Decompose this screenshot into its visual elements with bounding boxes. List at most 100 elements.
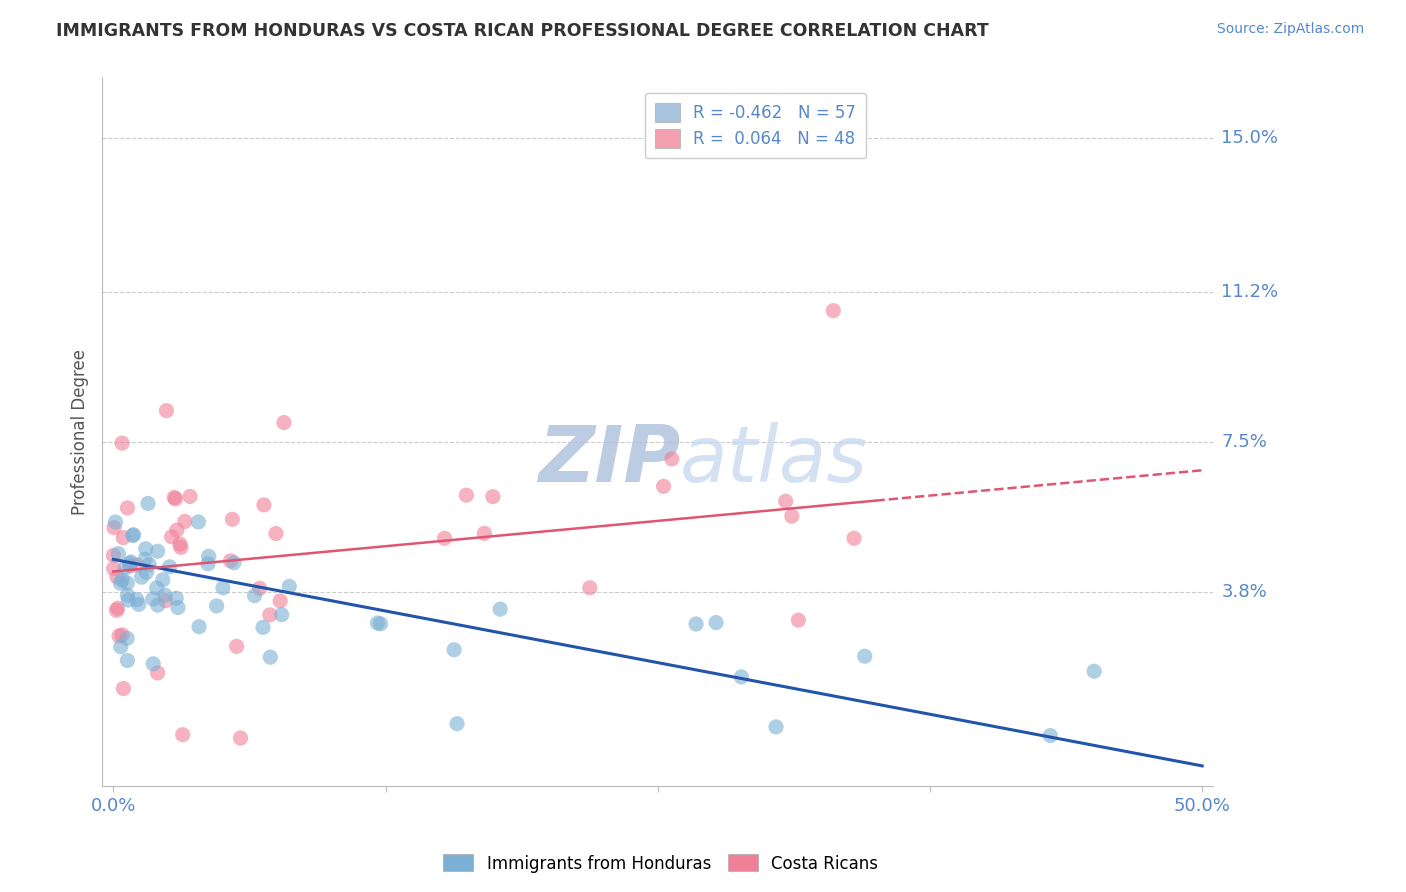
Point [153,588,176,602]
Point [117,500,139,515]
Point [229,731,252,745]
Point [187,515,209,529]
Point [661,451,683,466]
Point [259,607,281,622]
Point [120,555,142,569]
Point [259,650,281,665]
Point [278,579,301,593]
Point [366,615,388,630]
Point [652,479,675,493]
Point [134,552,156,566]
Point [579,581,602,595]
Point [146,544,169,558]
Point [135,541,157,556]
Text: IMMIGRANTS FROM HONDURAS VS COSTA RICAN PROFESSIONAL DEGREE CORRELATION CHART: IMMIGRANTS FROM HONDURAS VS COSTA RICAN … [56,22,988,40]
Point [264,526,287,541]
Point [775,494,797,508]
Point [222,556,245,570]
Point [107,547,129,561]
Point [167,600,190,615]
Point [105,603,128,617]
Point [370,616,392,631]
Point [243,589,266,603]
Point [159,559,181,574]
Point [110,640,132,654]
Point [107,601,129,615]
Point [221,512,243,526]
Point [765,720,787,734]
Point [115,632,138,646]
Legend: Immigrants from Honduras, Costa Ricans: Immigrants from Honduras, Costa Ricans [437,847,884,880]
Point [166,523,188,537]
Point [780,509,803,524]
Point [103,561,125,575]
Point [108,629,131,643]
Point [160,530,183,544]
Point [111,628,134,642]
Point [482,490,505,504]
Point [112,681,135,696]
Point [121,528,143,542]
Point [155,403,177,417]
Legend: R = -0.462   N = 57, R =  0.064   N = 48: R = -0.462 N = 57, R = 0.064 N = 48 [645,93,866,158]
Point [197,549,219,564]
Point [269,594,291,608]
Point [823,303,845,318]
Point [104,515,127,529]
Point [433,531,456,545]
Point [225,640,247,654]
Y-axis label: Professional Degree: Professional Degree [72,349,89,515]
Point [446,716,468,731]
Point [105,570,128,584]
Point [111,573,134,587]
Point [117,588,139,602]
Point [142,657,165,671]
Point [169,537,191,551]
Point [252,620,274,634]
Point [118,557,141,571]
Point [128,598,150,612]
Point [103,521,125,535]
Point [117,653,139,667]
Point [165,591,187,606]
Text: 3.8%: 3.8% [1222,582,1267,600]
Point [212,581,235,595]
Point [152,573,174,587]
Point [146,665,169,680]
Text: atlas: atlas [681,422,868,498]
Point [117,576,139,591]
Point [489,602,512,616]
Point [136,496,159,510]
Text: 7.5%: 7.5% [1222,433,1267,451]
Point [249,582,271,596]
Point [114,561,136,575]
Point [853,649,876,664]
Point [155,593,177,607]
Point [197,557,219,571]
Point [122,528,145,542]
Point [103,549,125,563]
Point [165,491,187,506]
Point [111,436,134,450]
Point [117,593,139,607]
Point [787,613,810,627]
Point [179,490,201,504]
Point [145,581,167,595]
Point [170,541,193,555]
Point [173,515,195,529]
Point [172,728,194,742]
Point [188,620,211,634]
Point [110,576,132,591]
Point [456,488,478,502]
Point [685,617,707,632]
Point [273,416,295,430]
Point [474,526,496,541]
Point [1039,729,1062,743]
Point [205,599,228,613]
Point [253,498,276,512]
Point [131,570,153,584]
Point [112,531,135,545]
Point [135,566,157,580]
Point [125,558,148,573]
Point [118,558,141,573]
